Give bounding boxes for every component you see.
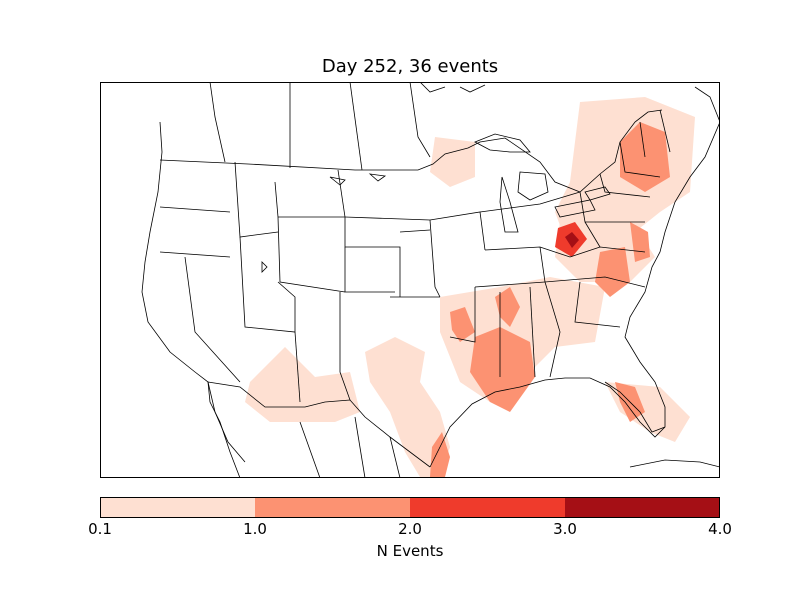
colorbar-tick: 2.0	[398, 520, 422, 538]
map-canvas	[100, 82, 720, 478]
colorbar-tick: 3.0	[553, 520, 577, 538]
colorbar-segment-1	[100, 497, 255, 518]
colorbar-tick: 1.0	[243, 520, 267, 538]
colorbar-segment-3	[410, 497, 565, 518]
colorbar-segment-2	[255, 497, 410, 518]
map-border	[100, 82, 720, 478]
colorbar-label: N Events	[376, 542, 444, 560]
map-title: Day 252, 36 events	[321, 56, 499, 77]
map-panel	[100, 82, 720, 478]
basemap-outlines	[141, 82, 720, 478]
event-density-high	[555, 222, 587, 257]
colorbar-segment-4	[565, 497, 720, 518]
colorbar	[100, 497, 720, 518]
colorbar-tick: 4.0	[708, 520, 732, 538]
colorbar-tick: 0.1	[88, 520, 112, 538]
colorbar-svg	[100, 497, 720, 518]
